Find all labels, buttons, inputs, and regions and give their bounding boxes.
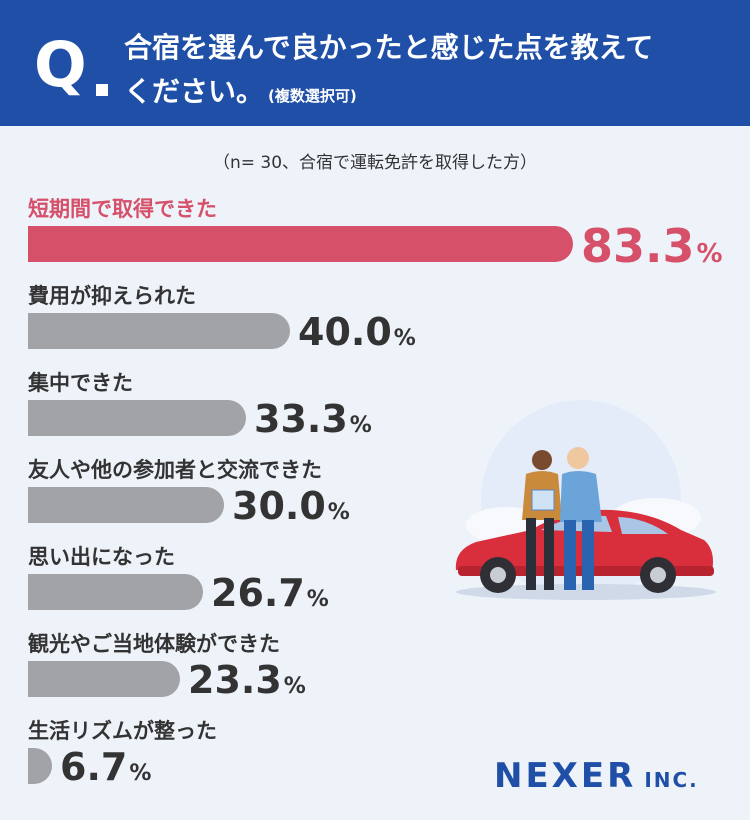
question-line-2: ください。 (複数選択可) bbox=[124, 70, 357, 110]
question-note: (複数選択可) bbox=[268, 87, 357, 105]
value-unit: % bbox=[327, 500, 350, 525]
value-number: 33.3 bbox=[254, 397, 348, 441]
value-number: 23.3 bbox=[188, 658, 282, 702]
value-unit: % bbox=[129, 761, 152, 786]
question-header: Q 合宿を選んで良かったと感じた点を教えて ください。 (複数選択可) bbox=[0, 0, 750, 126]
bar bbox=[28, 487, 224, 523]
value-number: 40.0 bbox=[298, 310, 392, 354]
category-label: 費用が抑えられた bbox=[28, 284, 196, 308]
category-label: 友人や他の参加者と交流できた bbox=[28, 458, 322, 482]
value-label: 30.0% bbox=[232, 487, 350, 525]
value-number: 6.7 bbox=[60, 745, 128, 789]
bar bbox=[28, 400, 246, 436]
value-unit: % bbox=[696, 239, 723, 269]
bar bbox=[28, 313, 290, 349]
bar bbox=[28, 661, 180, 697]
category-label: 観光やご当地体験ができた bbox=[28, 632, 280, 656]
value-unit: % bbox=[306, 587, 329, 612]
question-line-2-text: ください。 bbox=[124, 75, 265, 108]
logo-sub: INC. bbox=[644, 768, 699, 792]
value-unit: % bbox=[349, 413, 372, 438]
bar bbox=[28, 226, 573, 262]
value-label: 6.7% bbox=[60, 748, 151, 786]
value-unit: % bbox=[283, 674, 306, 699]
bar bbox=[28, 748, 52, 784]
bar bbox=[28, 574, 203, 610]
sample-note: （n= 30、合宿で運転免許を取得した方） bbox=[212, 153, 538, 173]
value-label: 23.3% bbox=[188, 661, 306, 699]
car-people-illustration bbox=[455, 400, 716, 600]
value-number: 30.0 bbox=[232, 484, 326, 528]
value-number: 26.7 bbox=[211, 571, 305, 615]
value-label: 33.3% bbox=[254, 400, 372, 438]
value-number: 83.3 bbox=[581, 219, 695, 273]
category-label: 思い出になった bbox=[28, 545, 175, 569]
nexer-logo: NEXER INC. bbox=[494, 756, 699, 796]
category-label: 短期間で取得できた bbox=[28, 197, 217, 221]
value-label: 40.0% bbox=[298, 313, 416, 351]
q-mark: Q bbox=[34, 28, 87, 101]
value-unit: % bbox=[393, 326, 416, 351]
q-dot bbox=[96, 84, 108, 96]
value-label: 26.7% bbox=[211, 574, 329, 612]
question-line-1: 合宿を選んで良かったと感じた点を教えて bbox=[124, 31, 654, 64]
logo-main: NEXER bbox=[494, 756, 637, 796]
value-label: 83.3% bbox=[581, 223, 723, 269]
category-label: 生活リズムが整った bbox=[28, 719, 217, 743]
category-label: 集中できた bbox=[28, 371, 133, 395]
